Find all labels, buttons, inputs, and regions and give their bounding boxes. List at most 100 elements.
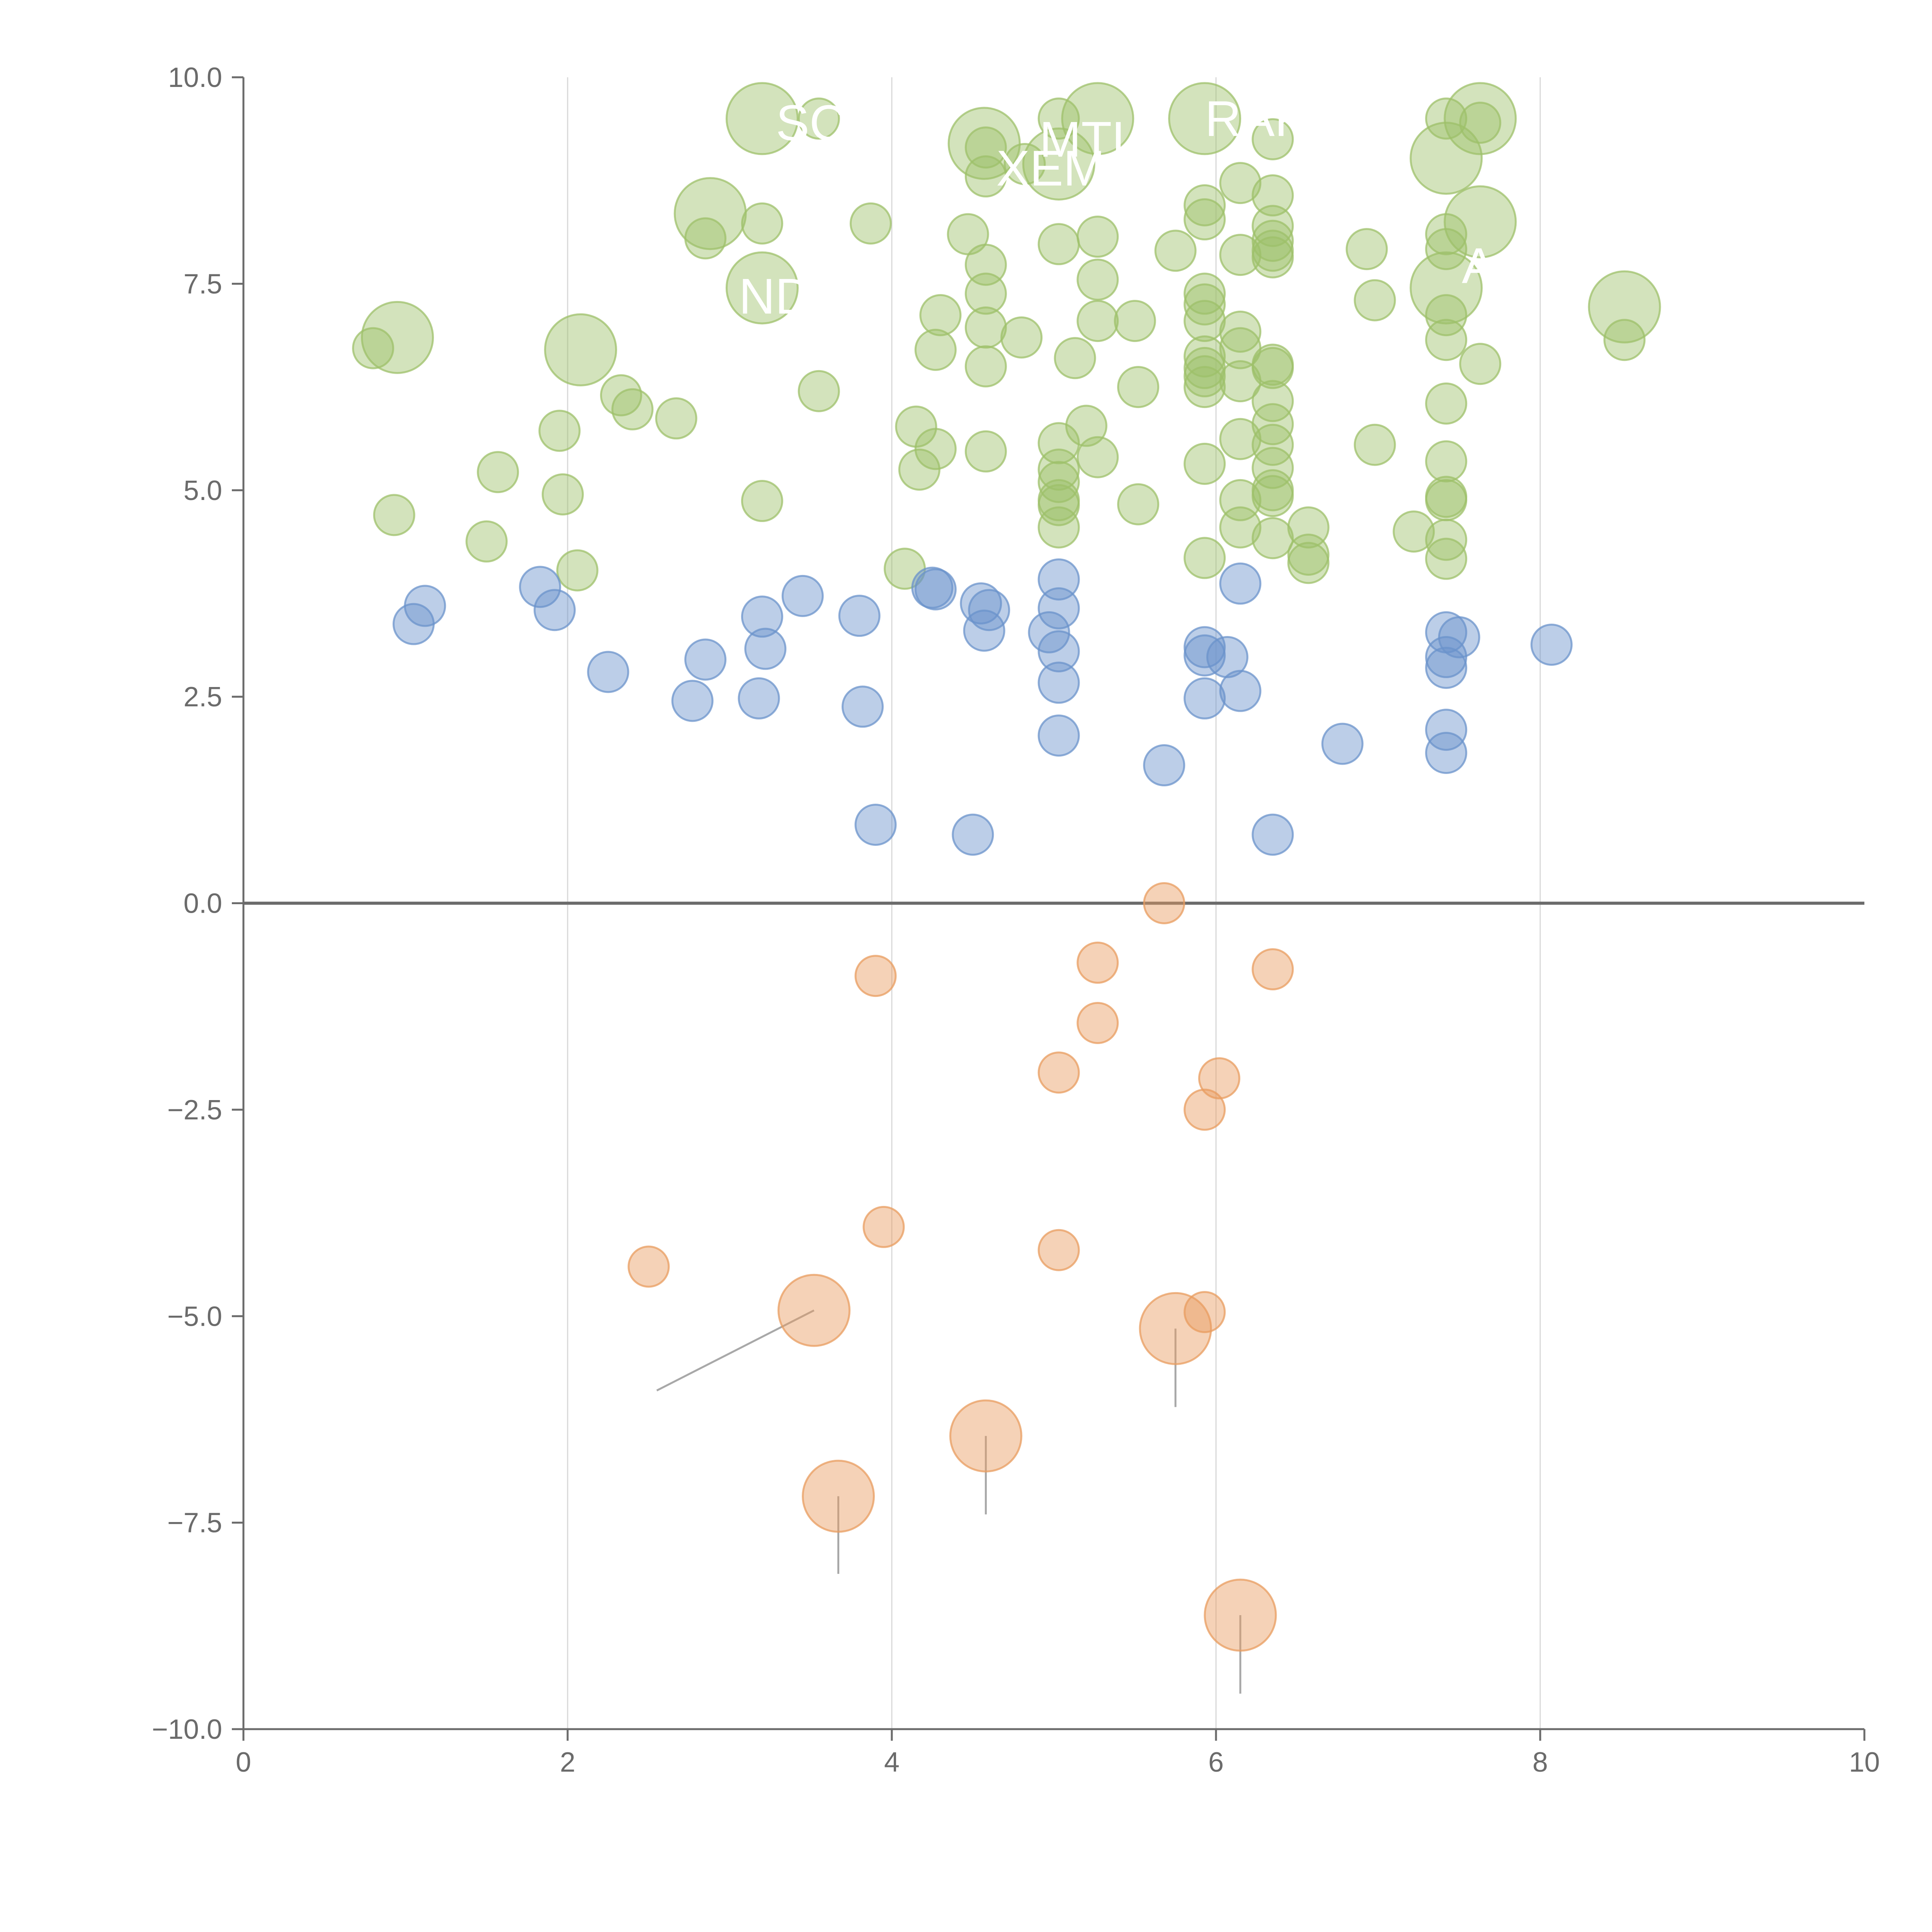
green-data-point: [1061, 82, 1134, 155]
green-data-point: [1588, 270, 1661, 344]
green-data-point: [1425, 97, 1468, 140]
green-data-point: [655, 397, 697, 440]
green-data-point: [1219, 234, 1262, 276]
green-data-point: [1444, 82, 1517, 155]
blue-data-point: [952, 813, 994, 856]
green-data-point: [1425, 440, 1468, 483]
blue-data-point: [1252, 813, 1294, 856]
green-data-point: [1077, 216, 1119, 258]
y-tick-label: −10.0: [152, 1714, 222, 1745]
green-data-point: [1184, 442, 1226, 485]
y-tick-label: 2.5: [184, 682, 222, 713]
green-data-point: [1037, 461, 1080, 503]
blue-data-point: [1425, 636, 1468, 679]
green-data-point: [1425, 319, 1468, 361]
green-data-point: [1117, 366, 1160, 408]
green-data-point: [1252, 423, 1294, 466]
blue-data-point: [1184, 634, 1226, 677]
green-data-point: [1252, 517, 1294, 560]
annotation-leader-line: [656, 1310, 815, 1391]
orange-data-point: [628, 1245, 670, 1288]
green-data-point: [1459, 102, 1502, 144]
green-data-point: [1037, 448, 1080, 491]
blue-data-point: [671, 680, 714, 722]
blue-data-point: [533, 589, 576, 631]
green-data-point: [1345, 228, 1388, 270]
point-annotation-label: XEM: [996, 140, 1105, 196]
y-tick-label: −7.5: [167, 1508, 222, 1539]
green-data-point: [1184, 198, 1226, 241]
green-data-point: [352, 327, 395, 369]
green-data-point: [1425, 294, 1468, 337]
blue-data-point: [1321, 723, 1364, 765]
x-tick-label: 2: [560, 1747, 575, 1778]
green-data-point: [1000, 316, 1043, 359]
blue-data-point: [404, 585, 446, 627]
blue-data-point: [854, 803, 897, 846]
x-tick-label: 4: [884, 1747, 900, 1778]
y-tick-label: −5.0: [167, 1301, 222, 1332]
point-annotation-label: RAK: [1205, 90, 1308, 147]
green-data-point: [1410, 121, 1483, 195]
green-data-point: [1077, 259, 1119, 301]
blue-data-point: [963, 609, 1005, 652]
green-data-point: [1219, 162, 1262, 204]
green-data-point: [914, 428, 957, 470]
green-data-point: [798, 370, 840, 412]
green-data-point: [1037, 97, 1080, 140]
green-data-point: [373, 494, 415, 536]
green-data-point: [1077, 300, 1119, 342]
y-tick-label: 5.0: [184, 475, 222, 506]
green-data-point: [964, 430, 1007, 473]
point-annotation-label: SC: [776, 95, 846, 151]
green-data-point: [1252, 475, 1294, 517]
orange-data-point: [1077, 1002, 1119, 1044]
orange-data-point: [1037, 1051, 1080, 1094]
green-data-point: [1154, 230, 1197, 272]
green-data-point: [1252, 236, 1294, 279]
green-data-point: [964, 345, 1007, 388]
blue-data-point: [1037, 662, 1080, 704]
green-data-point: [1219, 310, 1262, 353]
green-data-point: [1077, 436, 1119, 478]
green-data-point: [1184, 366, 1226, 408]
green-data-point: [1184, 537, 1226, 579]
blue-data-point: [1184, 677, 1226, 719]
green-data-point: [964, 155, 1007, 197]
blue-data-point: [738, 677, 780, 719]
x-tick-label: 0: [236, 1747, 251, 1778]
green-data-point: [1184, 355, 1226, 398]
green-data-point: [1184, 283, 1226, 326]
green-data-point: [1425, 537, 1468, 580]
orange-data-point: [1037, 1229, 1080, 1271]
green-data-point: [556, 549, 599, 592]
blue-data-point: [684, 638, 727, 681]
green-data-point: [477, 451, 519, 493]
point-layer: [352, 82, 1661, 1652]
blue-data-point: [519, 566, 561, 608]
blue-data-point: [1028, 611, 1070, 653]
green-data-point: [1037, 223, 1080, 265]
blue-data-point: [1037, 558, 1080, 601]
green-data-point: [741, 480, 783, 522]
green-data-point: [725, 251, 799, 325]
green-data-point: [1354, 423, 1396, 466]
green-data-point: [1393, 510, 1435, 553]
y-tick-label: 7.5: [184, 269, 222, 299]
green-data-point: [1184, 184, 1226, 226]
blue-data-point: [741, 595, 783, 638]
green-data-point: [1252, 174, 1294, 217]
green-data-point: [1252, 219, 1294, 262]
green-data-point: [611, 388, 654, 430]
green-data-point: [964, 306, 1007, 349]
green-data-point: [919, 294, 962, 337]
leader-layer: [656, 1310, 1242, 1694]
orange-data-point: [854, 955, 897, 997]
blue-data-point: [781, 575, 824, 617]
green-data-point: [1117, 483, 1160, 526]
green-data-point: [1425, 479, 1468, 521]
green-data-point: [600, 374, 642, 417]
orange-data-point: [1139, 1292, 1212, 1365]
green-data-point: [1459, 343, 1502, 385]
blue-data-point: [1037, 587, 1080, 629]
